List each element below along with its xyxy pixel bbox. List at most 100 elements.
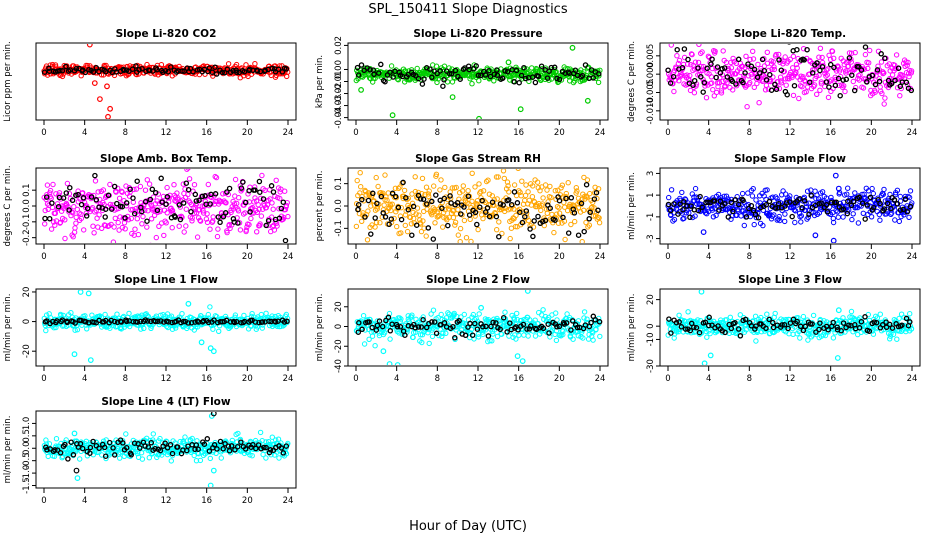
overlay-point [213, 71, 220, 77]
overlay-point [666, 316, 672, 322]
data-point [521, 332, 527, 338]
data-point [771, 64, 777, 70]
data-point [72, 327, 78, 333]
overlay-point [828, 199, 835, 206]
data-point [573, 185, 579, 191]
overlay-point [871, 319, 877, 325]
overlay-point [563, 320, 570, 326]
data-point [72, 225, 78, 231]
outlier-point [569, 44, 576, 51]
data-point [881, 101, 887, 107]
data-point [721, 193, 727, 200]
data-point [176, 223, 182, 229]
overlay-point [560, 214, 566, 221]
data-point [596, 220, 603, 226]
overlay-point [246, 187, 252, 194]
data-point [495, 174, 501, 180]
data-point [282, 188, 288, 194]
data-point [475, 226, 481, 233]
data-point [443, 330, 449, 336]
y-tick-label: 0 [334, 324, 344, 329]
data-point [545, 199, 551, 205]
data-point [365, 208, 371, 214]
data-point [555, 220, 562, 226]
overlay-point [521, 64, 527, 71]
data-point [89, 205, 96, 211]
panel-title: Slope Gas Stream RH [415, 153, 541, 165]
data-point [751, 221, 757, 228]
points [353, 290, 603, 365]
overlay-point [851, 87, 858, 94]
overlay-point [96, 204, 102, 210]
overlay-point [732, 197, 739, 203]
data-point [803, 89, 809, 95]
data-point [423, 184, 430, 190]
overlay-point [884, 200, 891, 207]
panel-ylabel: ml/min per min. [627, 172, 637, 240]
outlier-point [210, 348, 217, 355]
data-point [804, 188, 811, 194]
data-point [830, 335, 837, 341]
overlay-point [163, 201, 169, 207]
overlay-point [488, 323, 494, 330]
data-point [57, 219, 64, 226]
x-tick-label: 4 [82, 496, 87, 506]
overlay-point [907, 319, 913, 325]
data-point [824, 72, 830, 78]
data-point [572, 218, 578, 225]
data-point [563, 190, 569, 197]
overlay-point [405, 206, 412, 213]
x-tick-label: 4 [706, 252, 711, 262]
x-tick-label: 24 [595, 374, 606, 384]
panel-title: Slope Li-820 Pressure [413, 28, 542, 40]
outlier-point [701, 360, 708, 365]
data-point [373, 174, 379, 181]
data-point [375, 183, 381, 190]
overlay-point [127, 186, 133, 192]
panel-2: Slope Li-820 Temp.degrees C per min.0 4 8 1… [627, 28, 921, 138]
overlay-point [752, 211, 759, 218]
data-point [749, 74, 755, 80]
panel-ylabel: ml/min per min. [3, 416, 13, 484]
overlay-point [665, 201, 672, 208]
data-point [189, 215, 195, 221]
overlay-point [709, 56, 715, 62]
x-tick-label: 24 [283, 496, 294, 506]
data-point [705, 53, 712, 59]
x-tick-label: 12 [473, 252, 484, 262]
data-point [457, 225, 464, 232]
points [665, 172, 915, 243]
data-point [239, 65, 245, 71]
data-point [692, 185, 699, 192]
data-point [676, 57, 683, 64]
overlay-point [485, 333, 492, 339]
overlay-point [540, 325, 547, 332]
overlay-point [84, 205, 91, 212]
overlay-point [761, 67, 768, 74]
overlay-point [276, 215, 283, 222]
data-point [108, 221, 114, 228]
data-point [511, 316, 518, 323]
data-point [269, 200, 275, 206]
data-point [207, 226, 213, 232]
data-point [897, 193, 903, 200]
data-point [116, 227, 122, 233]
overlay-point [548, 64, 555, 71]
data-point [93, 207, 99, 214]
overlay-point [230, 318, 237, 325]
overlay-point [134, 178, 140, 184]
data-point [132, 226, 138, 232]
overlay-point [679, 64, 686, 71]
overlay-point [142, 198, 149, 205]
overlay-point [240, 179, 246, 185]
data-point [773, 51, 779, 58]
data-point [460, 183, 466, 189]
overlay-point [209, 69, 216, 75]
data-point [789, 74, 795, 81]
x-tick-label: 12 [785, 374, 796, 384]
data-point [248, 215, 254, 222]
y-tick-label: -30 [646, 359, 656, 373]
overlay-point [493, 320, 499, 326]
overlay-point [275, 66, 282, 73]
